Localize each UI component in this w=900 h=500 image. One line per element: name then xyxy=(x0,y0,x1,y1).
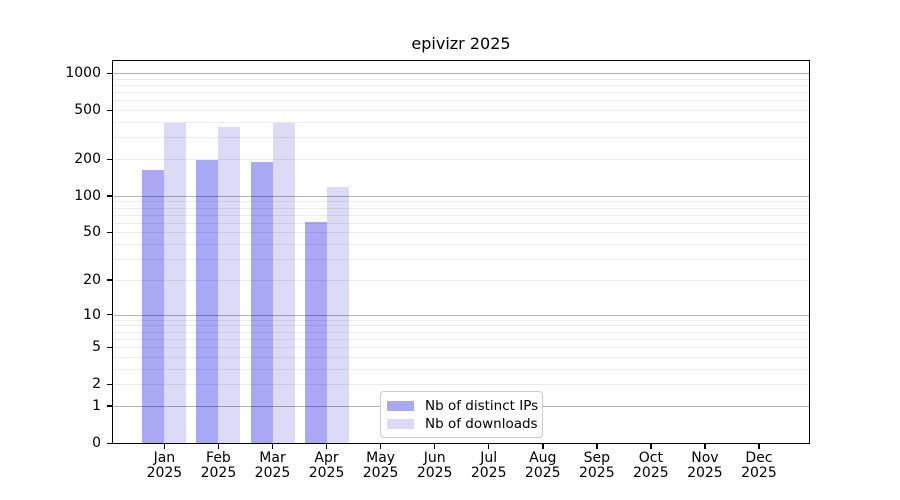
x-tick-mark xyxy=(380,443,382,449)
x-tick-mark xyxy=(272,443,274,449)
x-tick-label-mar: Mar 2025 xyxy=(254,450,291,481)
x-tick-label-nov: Nov 2025 xyxy=(687,450,723,481)
gridline-4 xyxy=(113,356,809,358)
bar-downloads-feb xyxy=(218,127,241,443)
gridline-200 xyxy=(113,159,809,161)
x-tick-label-may: May 2025 xyxy=(362,450,399,481)
y-tick-mark xyxy=(107,195,113,197)
bar-distinct-ips-mar xyxy=(250,162,273,443)
x-tick-mark xyxy=(704,443,706,449)
gridline-800 xyxy=(113,84,809,86)
bar-downloads-jan xyxy=(164,122,187,443)
y-tick-label: 1000 xyxy=(65,65,101,82)
bar-distinct-ips-apr xyxy=(304,221,327,443)
gridline-70 xyxy=(113,214,809,216)
gridline-60 xyxy=(113,222,809,224)
x-tick-label-feb: Feb 2025 xyxy=(200,450,237,481)
gridline-80 xyxy=(113,207,809,209)
x-tick-mark xyxy=(217,443,220,449)
y-tick-mark xyxy=(107,231,113,234)
gridline-5 xyxy=(113,347,809,349)
gridline-9 xyxy=(113,319,809,321)
y-tick-label: 5 xyxy=(92,339,101,356)
gridline-400 xyxy=(113,122,809,124)
bar-downloads-apr xyxy=(326,187,349,443)
y-tick-label: 200 xyxy=(74,151,101,168)
y-tick-mark xyxy=(107,442,113,444)
legend-item-downloads: Nb of downloads xyxy=(387,415,538,433)
grid-layer xyxy=(113,61,809,443)
chart-title: epivizr 2025 xyxy=(411,34,511,53)
y-tick-label: 10 xyxy=(83,306,101,323)
y-tick-mark xyxy=(107,279,113,281)
y-tick-label: 50 xyxy=(83,224,101,241)
legend-swatch-downloads xyxy=(387,419,414,429)
x-tick-label-aug: Aug 2025 xyxy=(524,450,561,481)
x-tick-label-jul: Jul 2025 xyxy=(470,450,507,481)
x-tick-mark xyxy=(326,443,328,449)
y-tick-label: 1 xyxy=(92,397,101,414)
gridline-8 xyxy=(113,325,809,327)
legend-label-distinct-ips: Nb of distinct IPs xyxy=(425,398,539,414)
y-tick-label: 500 xyxy=(74,102,101,119)
y-tick-label: 100 xyxy=(74,187,101,204)
gridline-900 xyxy=(113,78,809,80)
gridline-300 xyxy=(113,137,809,139)
plot-area xyxy=(112,60,810,444)
y-tick-label: 0 xyxy=(92,435,101,451)
gridline-10 xyxy=(113,314,809,316)
x-tick-mark xyxy=(542,443,544,449)
y-tick-label: 20 xyxy=(83,271,101,288)
y-tick-mark xyxy=(107,72,113,74)
x-tick-label-oct: Oct 2025 xyxy=(633,450,669,481)
x-tick-mark xyxy=(758,443,760,449)
gridline-6 xyxy=(113,338,809,340)
gridline-40 xyxy=(113,244,809,246)
y-tick-mark xyxy=(107,314,113,316)
x-tick-mark xyxy=(488,443,490,449)
gridline-3 xyxy=(113,368,809,370)
y-tick-mark xyxy=(107,158,113,160)
gridline-20 xyxy=(113,279,809,281)
x-tick-label-sep: Sep 2025 xyxy=(578,450,615,481)
y-tick-mark xyxy=(107,109,113,111)
legend-swatch-distinct-ips xyxy=(387,401,414,411)
bar-downloads-mar xyxy=(272,122,295,443)
gridline-2 xyxy=(113,384,809,386)
x-tick-mark xyxy=(434,443,436,449)
y-tick-mark xyxy=(107,405,113,407)
bar-distinct-ips-feb xyxy=(196,160,219,443)
x-tick-label-jan: Jan 2025 xyxy=(146,450,183,481)
y-tick-mark xyxy=(107,383,113,385)
x-tick-mark xyxy=(650,443,652,449)
legend-label-downloads: Nb of downloads xyxy=(425,416,538,432)
bar-distinct-ips-jan xyxy=(142,169,165,443)
gridline-90 xyxy=(113,201,809,203)
gridline-30 xyxy=(113,259,809,261)
x-tick-mark xyxy=(163,443,166,449)
gridline-1000 xyxy=(113,73,809,75)
gridline-100 xyxy=(113,195,809,197)
gridline-50 xyxy=(113,232,809,234)
x-tick-label-dec: Dec 2025 xyxy=(741,450,777,481)
x-tick-mark xyxy=(596,443,598,449)
y-tick-label: 2 xyxy=(92,376,101,393)
x-tick-label-jun: Jun 2025 xyxy=(416,450,453,481)
x-tick-label-apr: Apr 2025 xyxy=(308,450,345,481)
gridline-7 xyxy=(113,331,809,333)
gridline-600 xyxy=(113,100,809,102)
bars-layer xyxy=(113,61,809,443)
gridline-700 xyxy=(113,92,809,94)
legend: Nb of distinct IPs Nb of downloads xyxy=(380,391,543,438)
gridline-500 xyxy=(113,110,809,112)
y-tick-mark xyxy=(107,346,113,348)
legend-item-distinct-ips: Nb of distinct IPs xyxy=(387,397,538,415)
